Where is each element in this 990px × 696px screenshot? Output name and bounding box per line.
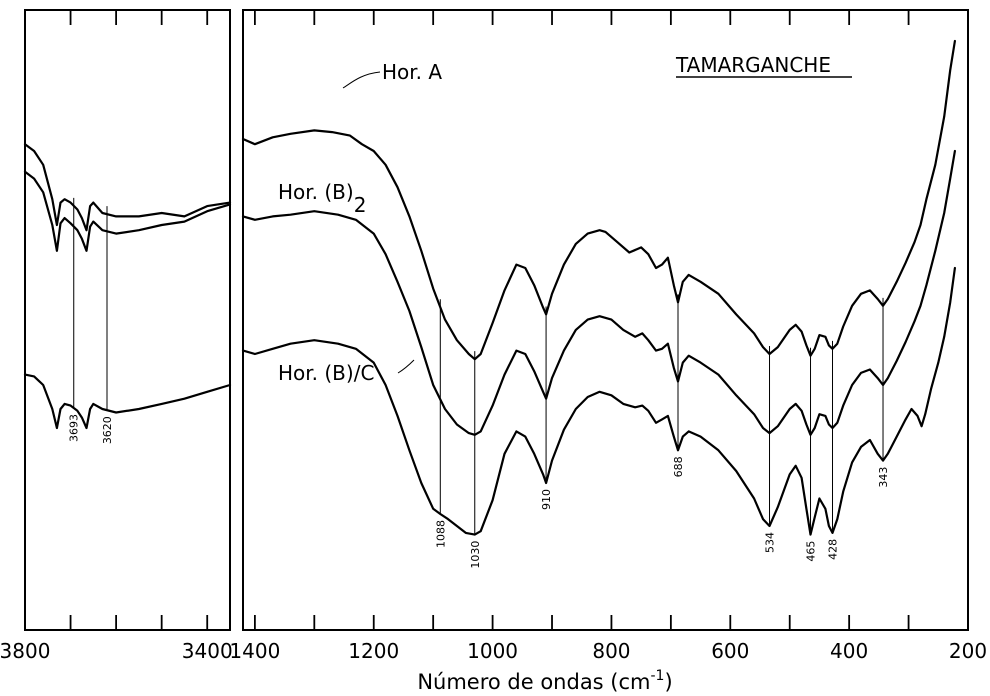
- series-label-hor-a-leader: [342, 71, 381, 89]
- x-tick-label-800: 800: [592, 639, 630, 663]
- series-label-hor-b2: Hor. (B)2: [278, 180, 366, 217]
- peak-label-1030: 1030: [469, 541, 482, 569]
- spectrum-line-hor-b-c-left: [23, 373, 232, 430]
- spectrum-line-hor-a-right: [241, 39, 956, 361]
- right-spectra: [241, 39, 956, 536]
- right-panel-frame: [242, 9, 969, 631]
- right-peak-markers: 1088 1030 910 688 534 465 428 343: [434, 294, 890, 569]
- series-label-hor-bc: Hor. (B)/C: [278, 359, 415, 385]
- series-label-hor-bc-leader: [397, 359, 415, 374]
- right-panel: 1088 1030 910 688 534 465 428 343: [241, 9, 969, 631]
- x-tick-label-400: 400: [830, 639, 868, 663]
- x-tick-label-200: 200: [949, 639, 987, 663]
- chart-title: TAMARGANCHE: [675, 53, 831, 77]
- x-tick-label-1400: 1400: [229, 639, 280, 663]
- x-tick-label-3400: 3400: [182, 639, 233, 663]
- series-label-hor-a-text: Hor. A: [382, 60, 442, 84]
- right-x-ticks: [253, 10, 969, 630]
- x-tick-label-3800: 3800: [0, 639, 50, 663]
- spectrum-line-hor-b-c-right: [241, 266, 956, 536]
- left-panel: 3693 3620: [23, 9, 232, 631]
- series-label-hor-bc-text: Hor. (B)/C: [278, 361, 374, 385]
- peak-label-688: 688: [672, 456, 685, 477]
- left-x-ticks: [24, 10, 209, 630]
- peak-label-428: 428: [827, 539, 840, 560]
- spectrum-line-hor-b-2-right: [241, 149, 956, 436]
- x-axis-title: Número de ondas (cm-1): [417, 668, 672, 694]
- series-label-hor-a: Hor. A: [342, 60, 442, 89]
- left-peak-markers: 3693 3620: [68, 197, 114, 444]
- x-tick-label-600: 600: [711, 639, 749, 663]
- left-panel-frame: [24, 9, 231, 631]
- peak-label-910: 910: [540, 489, 553, 510]
- peak-label-3620: 3620: [101, 416, 114, 444]
- series-label-hor-b2-text: Hor. (B)2: [278, 180, 366, 217]
- x-tick-label-1200: 1200: [348, 639, 399, 663]
- peak-label-1088: 1088: [434, 520, 447, 548]
- spectrum-line-hor-a-left: [23, 143, 232, 232]
- peak-label-465: 465: [805, 541, 818, 562]
- spectrum-line-hor-b-2-left: [23, 170, 232, 252]
- x-tick-label-1000: 1000: [467, 639, 518, 663]
- peak-label-3693: 3693: [68, 414, 81, 442]
- peak-label-343: 343: [877, 467, 890, 488]
- peak-label-534: 534: [764, 532, 777, 553]
- left-spectra: [23, 143, 232, 430]
